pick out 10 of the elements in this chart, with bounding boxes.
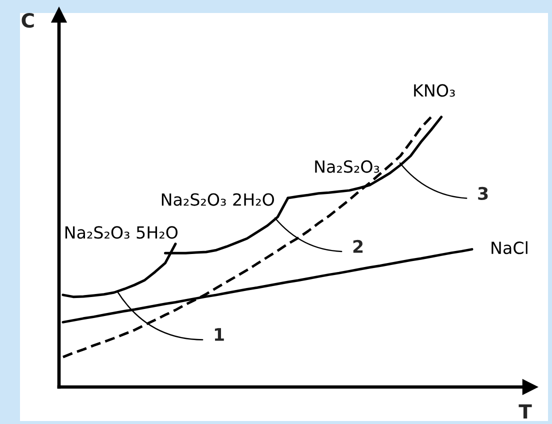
series-label: NaCl — [492, 241, 528, 254]
annotation: 2 — [353, 240, 363, 253]
series-label: KNO₃ — [414, 84, 455, 97]
annotation: 1 — [214, 328, 224, 341]
series-label: Na₂S₂O₃ — [315, 160, 380, 173]
series-label: Na₂S₂O₃ 2H₂O — [162, 193, 274, 206]
text: 3 — [478, 186, 488, 200]
series-label: Na₂S₂O₃ 5H₂O — [65, 226, 178, 239]
y-axis-title: C — [22, 13, 34, 28]
x-axis-title: T — [518, 404, 532, 419]
